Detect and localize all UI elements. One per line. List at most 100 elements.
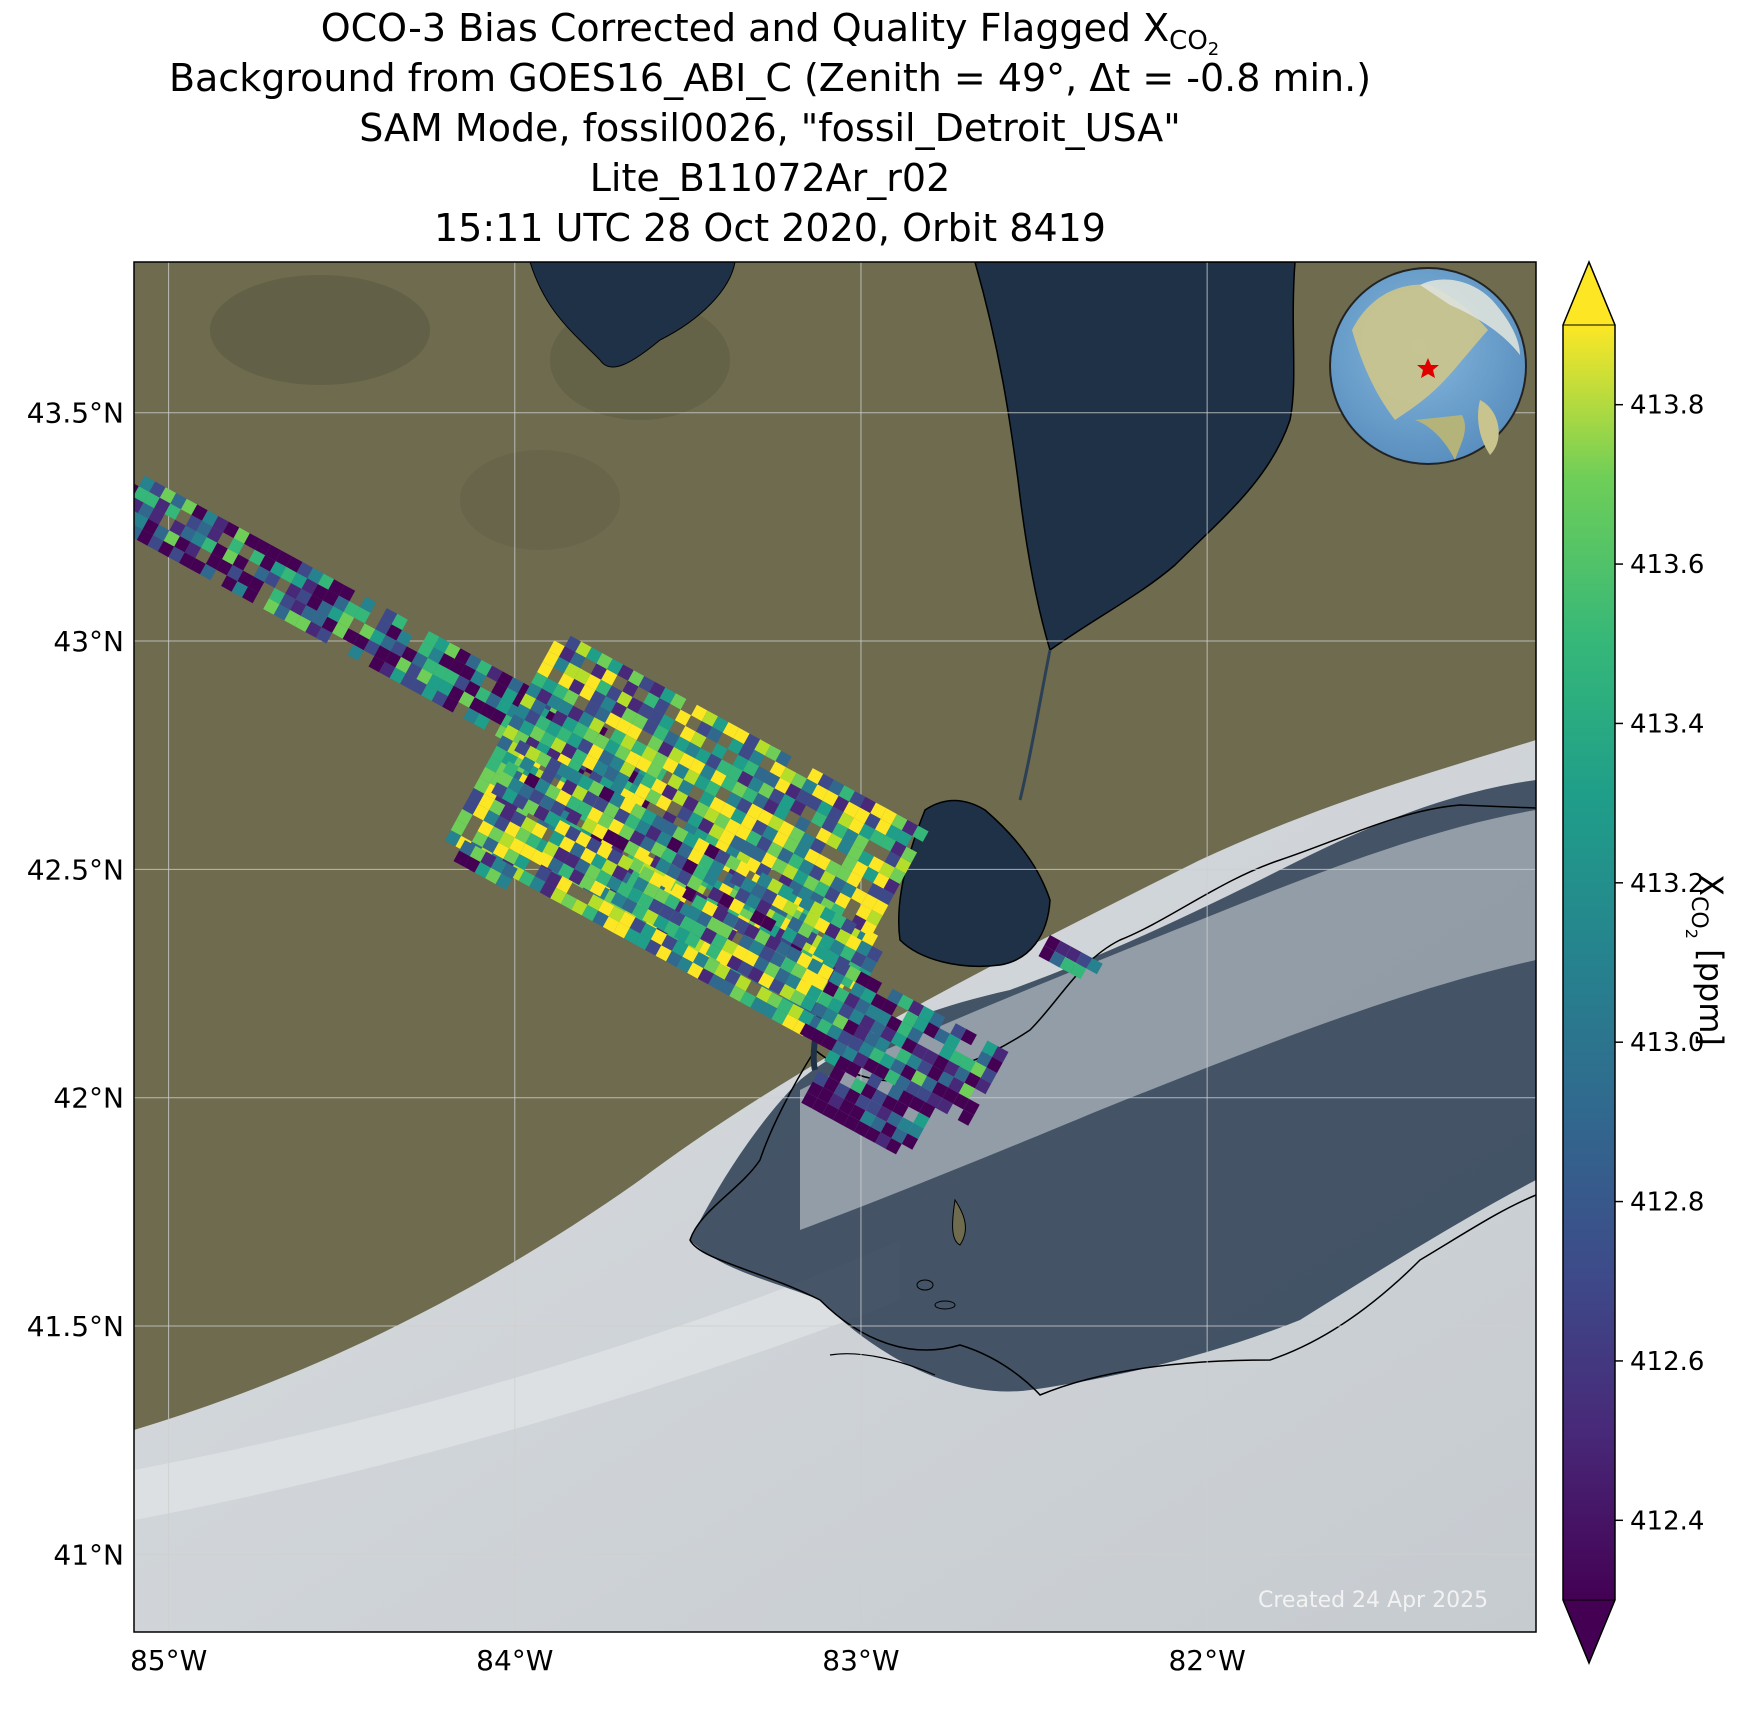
- xco2-cell: [566, 732, 583, 749]
- longitude-axis: 85°W 84°W 83°W 82°W: [130, 1644, 1246, 1677]
- xco2-cell: [491, 745, 508, 763]
- xco2-cell: [222, 548, 239, 565]
- xco2-cell: [694, 774, 711, 791]
- title-line-5: 15:11 UTC 28 Oct 2020, Orbit 8419: [434, 206, 1106, 250]
- xco2-cell: [585, 837, 603, 854]
- xco2-cell: [496, 735, 513, 752]
- xco2-cell: [233, 527, 250, 544]
- xco2-cell: [726, 955, 743, 972]
- xco2-cell: [831, 1040, 848, 1057]
- xco2-cell: [667, 773, 684, 790]
- xco2-cell: [539, 731, 557, 748]
- xco2-cell: [792, 869, 809, 886]
- xco2-cell: [444, 642, 461, 659]
- xco2-cell: [975, 1077, 992, 1095]
- xco2-cell: [812, 1071, 829, 1088]
- xco2-cell: [817, 963, 834, 981]
- xco2-cell: [449, 658, 466, 676]
- xco2-cell: [581, 754, 599, 771]
- xco2-cell: [831, 822, 849, 839]
- xco2-cell: [948, 1076, 965, 1094]
- xco2-cell: [463, 707, 480, 724]
- xco2-cell: [537, 851, 554, 868]
- xco2-cell: [475, 659, 493, 677]
- colorbar-tick-label: 413.6: [1630, 550, 1704, 580]
- xco2-cell: [464, 680, 481, 698]
- xco2-cell: [488, 826, 505, 843]
- colorbar-ticks: 413.8 413.6 413.4 413.2 413.0 412.8 412.6 412.4: [1615, 391, 1704, 1536]
- xco2-cell: [550, 737, 567, 754]
- xco2-cell: [895, 857, 912, 874]
- xco2-cell: [625, 750, 642, 767]
- xco2-cell: [655, 794, 672, 812]
- xco2-cell: [661, 784, 678, 801]
- xco2-cell: [877, 888, 895, 906]
- xco2-cell: [707, 886, 724, 903]
- xco2-cell: [754, 929, 771, 946]
- xco2-cell: [385, 624, 403, 641]
- xco2-cell: [347, 644, 364, 661]
- xco2-cell: [226, 564, 244, 582]
- xco2-cell: [695, 721, 713, 738]
- xco2-cell: [864, 1004, 882, 1021]
- xco2-cell: [499, 805, 516, 822]
- xco2-cell: [638, 676, 655, 693]
- xco2-cell: [454, 648, 471, 665]
- xco2-cell: [634, 933, 651, 950]
- xco2-cell: [748, 749, 765, 767]
- xco2-cell: [718, 829, 736, 846]
- xco2-cell: [498, 832, 515, 849]
- xco2-cell: [879, 835, 896, 852]
- xco2-cell: [798, 859, 815, 876]
- xco2-cell: [771, 1008, 788, 1025]
- xco2-cell: [677, 779, 694, 796]
- xco2-cell: [843, 1115, 860, 1132]
- xco2-cell: [740, 877, 757, 894]
- xco2-cell: [432, 663, 449, 680]
- xco2-cell: [1086, 958, 1103, 975]
- xco2-cell: [672, 763, 690, 780]
- xco2-cell: [602, 829, 619, 846]
- xco2-cell: [700, 927, 717, 944]
- xco2-cell: [915, 1086, 932, 1103]
- xco2-cell: [1059, 957, 1076, 974]
- xco2-cell: [838, 1098, 855, 1116]
- xco2-cell: [756, 836, 773, 853]
- xco2-cell: [743, 923, 761, 940]
- xco2-cell: [509, 837, 526, 855]
- xco2-cell: [540, 767, 557, 785]
- xco2-cell: [640, 772, 657, 789]
- xco2-cell: [464, 856, 481, 873]
- xco2-cell: [491, 681, 508, 699]
- xco2-cell: [787, 916, 804, 933]
- xco2-cell: [798, 1009, 815, 1026]
- xco2-cell: [875, 1132, 892, 1149]
- xco2-cell: [673, 736, 691, 753]
- xco2-cell: [724, 855, 742, 872]
- xco2-cell: [811, 1002, 828, 1019]
- xco2-cell: [185, 515, 202, 532]
- xco2-cell: [664, 893, 681, 911]
- xco2-cell: [908, 1096, 925, 1113]
- xco2-cell: [518, 870, 535, 887]
- xco2-cell: [652, 914, 670, 932]
- xco2-cell: [211, 542, 228, 560]
- xco2-cell: [833, 1082, 851, 1099]
- xco2-cell: [518, 783, 535, 800]
- xco2-cell: [142, 518, 159, 536]
- xco2-cell: [227, 538, 245, 555]
- xco2-cell: [264, 571, 281, 588]
- xco2-cell: [671, 790, 689, 807]
- xco2-cell: [312, 584, 329, 601]
- xco2-cell: [706, 726, 723, 744]
- xco2-cell: [782, 900, 799, 917]
- xco2-cell: [473, 777, 490, 794]
- xco2-cell: [443, 669, 460, 686]
- xco2-cell: [879, 1052, 896, 1070]
- xco2-cell: [285, 583, 302, 600]
- xco2-cell: [740, 814, 758, 831]
- xco2-cell: [837, 812, 854, 829]
- xco2-cell: [857, 850, 874, 867]
- xco2-cell: [872, 899, 889, 916]
